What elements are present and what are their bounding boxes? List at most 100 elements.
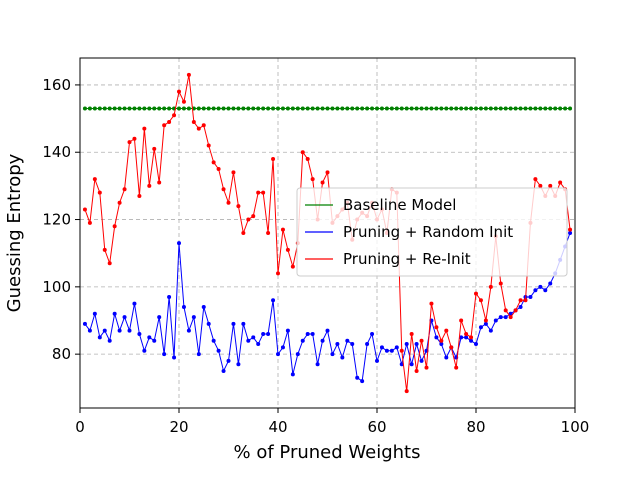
data-point	[335, 106, 340, 111]
data-point	[112, 224, 117, 229]
data-point	[439, 106, 444, 111]
data-point	[241, 321, 246, 326]
data-point	[389, 348, 394, 353]
data-point	[394, 106, 399, 111]
data-point	[568, 227, 573, 232]
data-point	[548, 281, 553, 286]
data-point	[276, 106, 280, 111]
data-point	[498, 106, 503, 111]
data-point	[488, 328, 493, 333]
data-point	[201, 123, 206, 128]
legend-box	[296, 187, 568, 277]
data-point	[117, 328, 122, 333]
data-point	[518, 106, 523, 111]
data-point	[172, 113, 177, 118]
data-point	[226, 358, 231, 363]
data-point	[127, 328, 132, 333]
data-point	[157, 106, 162, 111]
data-point	[508, 311, 513, 316]
data-point	[162, 352, 167, 357]
data-point	[300, 338, 305, 343]
data-point	[414, 342, 419, 347]
data-point	[112, 106, 117, 111]
data-point	[107, 106, 112, 111]
x-tick-label: 0	[75, 418, 85, 436]
data-point	[553, 106, 558, 111]
data-point	[271, 156, 276, 161]
data-point	[488, 284, 493, 289]
data-point	[503, 308, 508, 313]
data-point	[469, 335, 474, 340]
data-point	[256, 106, 261, 111]
data-point	[439, 338, 444, 343]
data-point	[271, 106, 276, 111]
data-point	[563, 106, 568, 111]
data-point	[102, 106, 107, 111]
data-point	[503, 106, 508, 111]
data-point	[340, 355, 345, 360]
data-point	[315, 362, 320, 367]
data-point	[147, 335, 152, 340]
data-point	[201, 106, 206, 111]
data-point	[102, 328, 107, 333]
data-point	[216, 348, 221, 353]
data-point	[246, 106, 251, 111]
data-point	[196, 106, 201, 111]
data-point	[191, 119, 196, 124]
data-point	[186, 72, 191, 77]
data-point	[132, 106, 137, 111]
data-point	[152, 146, 157, 151]
y-tick-label: 80	[52, 345, 71, 363]
data-point	[157, 315, 162, 320]
data-point	[558, 106, 563, 111]
data-point	[211, 106, 216, 111]
data-point	[122, 187, 127, 192]
x-tick-label: 100	[561, 418, 590, 436]
data-point	[127, 106, 132, 111]
data-point	[310, 177, 315, 182]
data-point	[478, 298, 483, 303]
data-point	[295, 106, 300, 111]
data-point	[172, 355, 177, 360]
x-tick-label: 60	[367, 418, 386, 436]
legend: Baseline Model Pruning + Random Init Pruni…	[296, 187, 568, 277]
data-point	[152, 106, 157, 111]
data-point	[285, 106, 290, 111]
data-point	[449, 345, 454, 350]
data-point	[251, 214, 256, 219]
data-point	[409, 362, 414, 367]
data-point	[147, 183, 152, 188]
data-point	[439, 342, 444, 347]
data-point	[419, 106, 424, 111]
data-point	[523, 106, 528, 111]
data-point	[434, 106, 439, 111]
data-point	[290, 106, 295, 111]
data-point	[548, 183, 553, 188]
data-point	[474, 106, 478, 111]
data-point	[201, 305, 206, 310]
data-point	[513, 106, 518, 111]
data-point	[528, 294, 533, 299]
data-point	[280, 106, 285, 111]
data-point	[132, 301, 137, 306]
data-point	[117, 200, 122, 205]
data-point	[196, 126, 201, 131]
data-point	[518, 305, 523, 310]
data-point	[276, 352, 280, 357]
data-point	[365, 106, 370, 111]
data-point	[236, 106, 241, 111]
data-point	[261, 331, 266, 336]
data-point	[211, 338, 216, 343]
data-point	[360, 379, 365, 384]
data-point	[246, 217, 251, 222]
data-point	[167, 119, 172, 124]
data-point	[493, 106, 498, 111]
data-point	[167, 294, 172, 299]
data-point	[280, 345, 285, 350]
data-point	[478, 325, 483, 330]
data-point	[543, 288, 548, 293]
data-point	[280, 227, 285, 232]
data-point	[325, 170, 330, 175]
data-point	[355, 106, 360, 111]
data-point	[320, 106, 325, 111]
